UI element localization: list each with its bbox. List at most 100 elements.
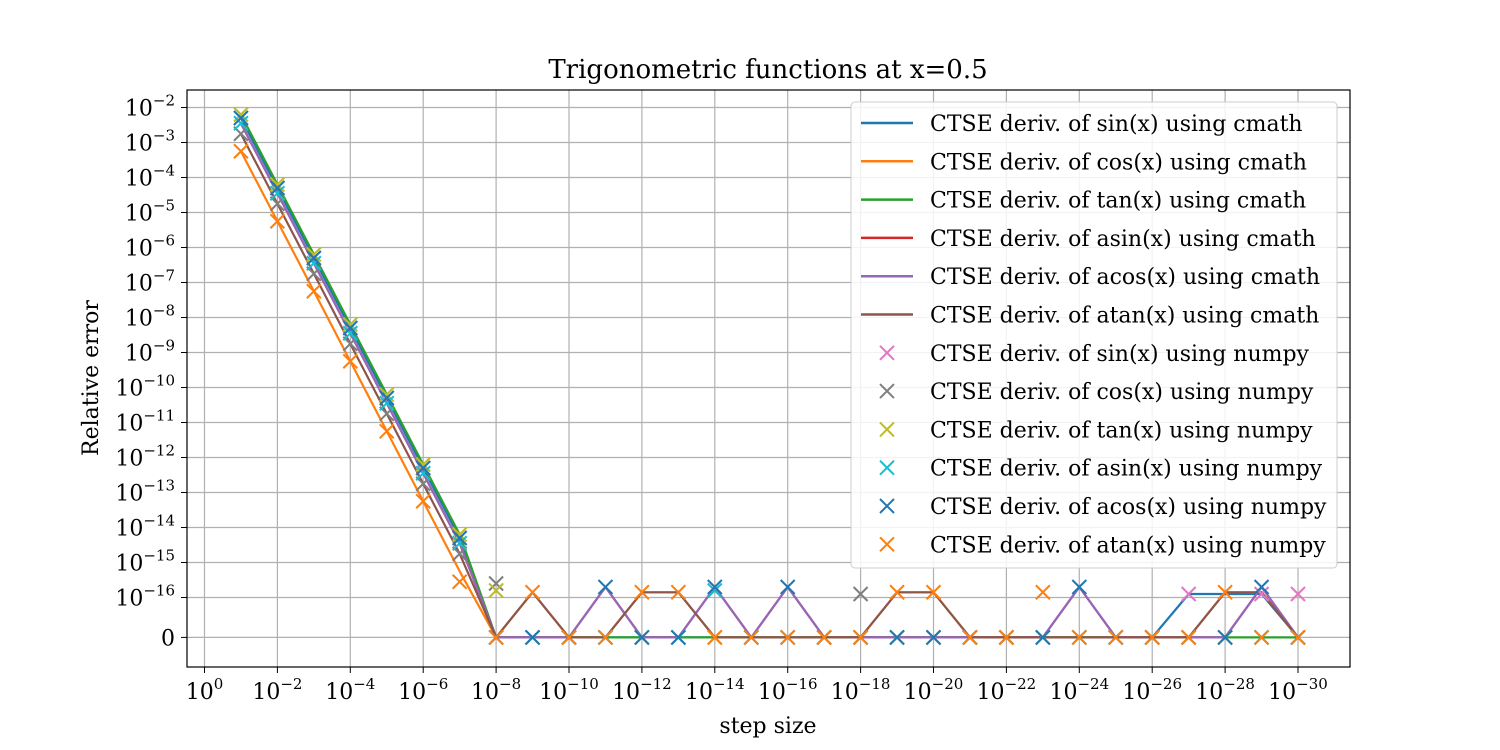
x-tick-label-base: 10: [1268, 680, 1296, 705]
y-tick-label-exponent: −2: [153, 92, 175, 110]
data-point-marker: [1108, 629, 1124, 646]
y-axis-ticks: 10−210−310−410−510−610−710−810−910−1010−…: [115, 92, 187, 651]
data-point-marker: [1144, 629, 1160, 646]
legend-marker-swatch: [879, 498, 895, 514]
x-tick-label-base: 10: [252, 680, 280, 705]
y-tick-label: 10−16: [115, 582, 175, 612]
y-tick-label: 10−13: [115, 477, 175, 507]
data-point-marker: [561, 629, 577, 646]
data-point-marker: [342, 320, 359, 336]
y-tick-label-exponent: −3: [153, 127, 175, 145]
data-point-marker: [1180, 586, 1197, 602]
data-point-marker: [779, 579, 796, 595]
data-point-marker: [1217, 584, 1233, 600]
legend-item: CTSE deriv. of cos(x) using cmath: [861, 150, 1307, 175]
y-tick-label: 10−14: [115, 512, 175, 542]
y-tick-label: 10−10: [115, 372, 175, 402]
legend-label: CTSE deriv. of acos(x) using cmath: [930, 265, 1320, 290]
data-point-marker: [852, 586, 869, 602]
legend-label: CTSE deriv. of tan(x) using numpy: [930, 418, 1313, 443]
x-tick-label: 10−10: [539, 675, 599, 705]
x-tick-label-base: 10: [1049, 680, 1077, 705]
legend-item: CTSE deriv. of cos(x) using numpy: [879, 380, 1314, 405]
data-point-marker: [233, 110, 249, 126]
y-tick-label: 10−12: [115, 442, 175, 472]
legend-box: [850, 101, 1338, 569]
data-point-marker: [1253, 629, 1270, 646]
series-layer: [233, 106, 1306, 646]
legend-item: CTSE deriv. of tan(x) using numpy: [879, 418, 1313, 443]
x-tick-label-exponent: −14: [713, 675, 745, 693]
data-point-marker: [670, 629, 687, 646]
legend-label: CTSE deriv. of asin(x) using numpy: [930, 457, 1323, 482]
y-tick-label-base: 10: [125, 307, 153, 332]
legend-marker-swatch: [879, 421, 895, 438]
legend-label: CTSE deriv. of acos(x) using numpy: [930, 495, 1327, 520]
data-point-marker: [1035, 584, 1051, 600]
data-point-marker: [852, 629, 869, 646]
data-point-marker: [415, 460, 431, 476]
data-point-marker: [707, 579, 723, 595]
data-point-marker: [488, 575, 504, 592]
y-tick-label-base: 10: [125, 237, 153, 262]
data-point-marker: [889, 584, 905, 600]
data-point-marker: [779, 629, 796, 646]
x-tick-label: 10−24: [1049, 675, 1109, 705]
x-tick-label: 10−18: [831, 675, 891, 705]
x-tick-label-exponent: −12: [640, 675, 672, 693]
data-point-marker: [1071, 579, 1088, 595]
x-tick-label-exponent: −6: [426, 675, 448, 693]
y-tick-label-exponent: −15: [143, 547, 175, 565]
y-tick-label-base: 10: [115, 517, 143, 542]
x-tick-label-exponent: 0: [214, 675, 224, 693]
y-tick-label: 10−7: [125, 267, 175, 297]
legend-item: CTSE deriv. of acos(x) using numpy: [879, 495, 1327, 520]
data-point-marker: [634, 584, 650, 600]
legend-marker-swatch: [879, 536, 895, 553]
y-tick-label: 10−11: [115, 407, 175, 437]
y-tick-label-base: 10: [125, 342, 153, 367]
legend-label: CTSE deriv. of atan(x) using numpy: [930, 533, 1326, 558]
data-point-marker: [707, 582, 723, 599]
x-tick-label-exponent: −30: [1296, 675, 1328, 693]
series-polyline: [239, 133, 1299, 639]
data-point-marker: [488, 582, 504, 599]
y-tick-label-exponent: −7: [153, 267, 175, 285]
x-tick-label: 10−4: [325, 675, 375, 705]
x-tick-label-base: 10: [612, 680, 640, 705]
x-tick-label-exponent: −4: [353, 675, 375, 693]
data-point-marker: [925, 629, 942, 646]
data-point-marker: [597, 629, 614, 646]
data-point-marker: [306, 250, 322, 266]
y-tick-label-exponent: −5: [153, 197, 175, 215]
y-axis-label: Relative error: [79, 300, 104, 456]
y-tick-label-base: 10: [115, 377, 143, 402]
legend-label: CTSE deriv. of atan(x) using cmath: [930, 304, 1319, 329]
data-point-marker: [451, 530, 468, 546]
y-tick-label-base: 10: [115, 412, 143, 437]
x-tick-label: 10−30: [1268, 675, 1328, 705]
x-tick-label-base: 10: [1122, 680, 1150, 705]
x-tick-label: 10−2: [252, 675, 302, 705]
legend-item: CTSE deriv. of tan(x) using cmath: [861, 189, 1306, 214]
plot-frame: [186, 89, 1351, 668]
x-axis-ticks: 100 10−2 10−4 10−6 10−8 10−10 10−12 10−14 10−16 1…: [186, 667, 1328, 705]
x-tick-label-base: 10: [758, 680, 786, 705]
data-point-marker: [816, 629, 832, 646]
data-point-marker: [269, 185, 286, 201]
x-tick-label-base: 10: [398, 680, 426, 705]
y-tick-label: 10−5: [125, 197, 175, 227]
x-tick-label: 10−8: [471, 675, 521, 705]
data-point-marker: [1253, 579, 1270, 595]
data-point-marker: [1290, 586, 1306, 602]
x-tick-label-base: 10: [831, 680, 859, 705]
legend-item: CTSE deriv. of sin(x) using numpy: [879, 342, 1310, 367]
data-point-marker: [1290, 629, 1306, 646]
x-tick-label: 100: [186, 675, 224, 705]
data-point-marker: [1253, 586, 1270, 602]
data-point-marker: [379, 395, 395, 411]
y-tick-label: 10−4: [125, 162, 175, 192]
data-point-marker: [379, 390, 395, 406]
